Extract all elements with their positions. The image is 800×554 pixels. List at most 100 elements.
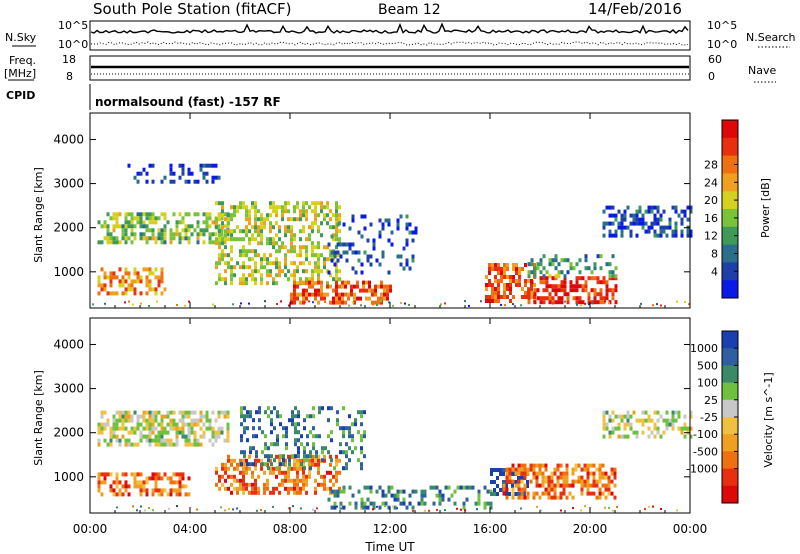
velocity-cell (97, 484, 101, 489)
power-cell (145, 279, 149, 284)
power-cell (308, 284, 311, 289)
velocity-cell (272, 490, 275, 495)
power-cell (130, 283, 134, 288)
power-cell (500, 279, 503, 283)
velocity-cell (565, 471, 569, 476)
velocity-cell (297, 414, 300, 419)
power-cell (623, 225, 627, 230)
velocity-cell (145, 438, 149, 443)
power-cell (686, 217, 690, 222)
velocity-cell (611, 426, 615, 431)
power-cell (215, 237, 218, 242)
power-cell (302, 245, 305, 250)
velocity-cell (677, 414, 681, 419)
velocity-cell (157, 434, 161, 439)
power-cell (251, 257, 254, 262)
power-cell (683, 213, 687, 218)
velocity-cell (169, 418, 173, 423)
velocity-cell (523, 467, 527, 472)
power-cell (518, 275, 521, 279)
power-cell (359, 288, 362, 293)
power-cell (320, 280, 323, 285)
velocity-cell (547, 495, 551, 500)
velocity-cell (532, 471, 536, 476)
power-cell (224, 277, 227, 282)
power-cell (254, 269, 257, 274)
power-cell (317, 300, 320, 305)
power-cell (338, 229, 341, 234)
power-cell (202, 163, 206, 168)
power-cell (205, 220, 209, 225)
velocity-cell (118, 410, 122, 415)
velocity-cell (315, 454, 318, 459)
power-cell (221, 213, 224, 218)
velocity-cell (348, 426, 351, 431)
power-cell (317, 261, 320, 266)
velocity-cell (333, 489, 337, 494)
power-cell (506, 287, 509, 291)
velocity-cell (486, 501, 490, 506)
velocity-cell (317, 466, 320, 471)
velocity-cell (97, 430, 101, 435)
power-cell (357, 258, 361, 263)
velocity-cell (139, 492, 143, 497)
velocity-cell (477, 493, 481, 498)
power-cell (380, 296, 383, 301)
power-cell (581, 300, 585, 305)
velocity-colorbar-tick-label: 500 (697, 359, 718, 372)
velocity-cell (269, 470, 272, 475)
velocity-cell (142, 480, 146, 485)
power-cell (353, 300, 356, 305)
velocity-cell (577, 479, 581, 484)
velocity-cell (363, 410, 366, 415)
velocity-cell (617, 422, 621, 427)
power-cell (100, 224, 104, 229)
power-cell (335, 296, 338, 301)
velocity-cell (638, 418, 642, 423)
velocity-cell (142, 426, 146, 431)
power-cell (163, 240, 167, 245)
power-cell (327, 270, 331, 275)
velocity-cell (263, 470, 266, 475)
power-cell (317, 292, 320, 297)
velocity-cell (239, 458, 242, 463)
velocity-cell (293, 458, 296, 463)
power-cell (341, 300, 344, 305)
velocity-cell (668, 422, 672, 427)
power-cell (272, 225, 275, 230)
power-cell (335, 277, 338, 282)
power-cell (593, 288, 597, 293)
power-cell (363, 226, 367, 231)
power-cell (148, 212, 152, 217)
velocity-cell (392, 505, 394, 508)
velocity-cell (660, 508, 662, 510)
velocity-cell (315, 434, 318, 439)
power-cell (602, 276, 606, 281)
power-cell (593, 276, 597, 281)
power-cell (374, 288, 377, 293)
velocity-cell (172, 488, 176, 493)
power-cell (660, 304, 662, 307)
velocity-cell (145, 410, 149, 415)
power-colorbar-swatch (722, 209, 738, 228)
velocity-cell (671, 414, 675, 419)
power-cell (542, 254, 546, 259)
power-cell (533, 270, 537, 275)
velocity-cell (115, 434, 119, 439)
power-cell (239, 229, 242, 234)
velocity-cell (580, 467, 584, 472)
power-cell (632, 217, 636, 222)
power-cell (333, 254, 337, 259)
power-cell (215, 265, 218, 270)
velocity-cell (242, 470, 245, 475)
power-cell (369, 262, 373, 267)
velocity-cell (208, 438, 212, 443)
velocity-cell (312, 406, 315, 411)
velocity-cell (652, 505, 654, 508)
power-cell (605, 280, 609, 285)
power-cell (272, 261, 275, 266)
velocity-cell (477, 497, 481, 502)
power-cell (339, 242, 343, 247)
velocity-cell (348, 501, 352, 506)
power-cell (491, 287, 494, 291)
